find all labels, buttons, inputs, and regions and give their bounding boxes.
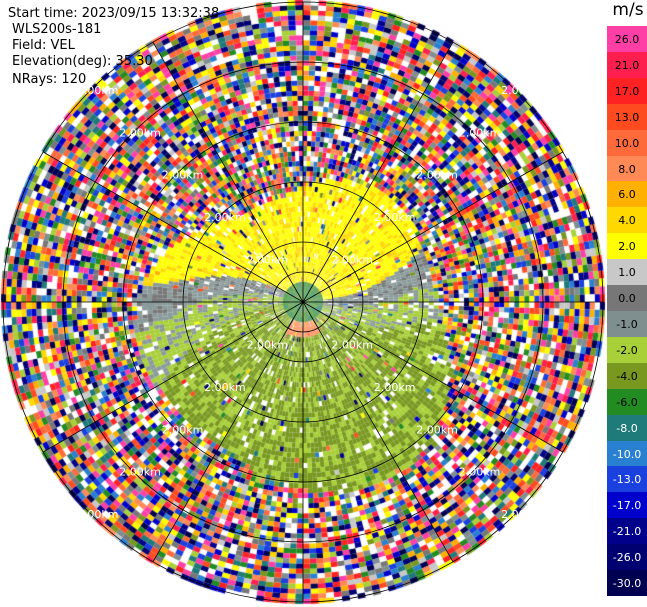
range-ring-label: 2.00km [204, 381, 246, 394]
colorbar-swatch [607, 233, 647, 260]
colorbar-tick-label: 2.0 [618, 240, 636, 254]
colorbar-tick-label: -26.0 [612, 551, 642, 565]
colorbar-swatch [607, 103, 647, 131]
colorbar-swatch [607, 26, 647, 53]
azimuth-spoke [42, 151, 304, 303]
colorbar-tick-label: -21.0 [612, 525, 642, 539]
range-ring-label: 2.00km [119, 466, 161, 479]
range-ring-label: 2.00km [501, 508, 543, 521]
colorbar-swatch [607, 440, 647, 467]
colorbar-tick-label: -8.0 [616, 421, 638, 435]
colorbar-tick-label: 21.0 [614, 58, 640, 72]
colorbar-swatch [607, 285, 647, 312]
colorbar-tick-label: 26.0 [614, 32, 640, 46]
range-ring-label: 2.00km [374, 211, 416, 224]
colorbar-tick-label: 17.0 [614, 84, 640, 98]
colorbar-tick-label: -2.0 [616, 343, 638, 357]
colorbar-swatch [607, 570, 647, 597]
colorbar-swatch [607, 181, 647, 208]
colorbar-tick-label: -17.0 [612, 499, 642, 513]
colorbar-swatch [607, 466, 647, 493]
colorbar-swatch [607, 51, 647, 79]
colorbar-swatch [607, 362, 647, 390]
range-ring-label: 2.00km [374, 381, 416, 394]
colorbar-swatch [607, 77, 647, 105]
colorbar-swatch [607, 155, 647, 182]
colorbar-tick-label: -10.0 [612, 447, 642, 461]
colorbar-tick-label: -30.0 [612, 577, 642, 591]
azimuth-spoke [302, 41, 454, 303]
colorbar-tick-label: 8.0 [618, 162, 636, 176]
colorbar-swatch [607, 336, 647, 364]
instrument-label: WLS200s-181 [12, 22, 102, 37]
colorbar-unit-label: m/s [612, 0, 644, 20]
azimuth-spoke [302, 301, 454, 563]
nrays-label: NRays: 120 [12, 72, 87, 87]
range-ring-label: 2.00km [416, 169, 458, 182]
colorbar-tick-label: -13.0 [612, 473, 642, 487]
colorbar-swatch [607, 544, 647, 571]
range-ring-label: 2.00km [162, 423, 204, 436]
colorbar-tick-label: 13.0 [614, 110, 640, 124]
velocity-colorbar: 26.0 21.0 17.0 13.0 10.0 8.0 6.0 4.0 2.0 1.0 0.0 -1… [607, 26, 647, 597]
azimuth-spoke [302, 151, 564, 303]
colorbar-swatch [607, 414, 647, 442]
range-ring-label: 2.00km [416, 423, 458, 436]
range-ring-label: 2.00km [331, 254, 373, 267]
range-ring-label: 2.00km [247, 254, 289, 267]
colorbar-swatch [607, 518, 647, 545]
range-ring-label: 2.00km [331, 338, 373, 351]
range-ring-label: 2.00km [459, 466, 501, 479]
elevation-label: Elevation(deg): 35.30 [12, 54, 153, 69]
colorbar-swatch [607, 129, 647, 157]
range-ring-label: 2.00km [77, 84, 119, 97]
colorbar-tick-label: -1.0 [616, 317, 638, 331]
colorbar-tick-label: -6.0 [616, 395, 638, 409]
colorbar-tick-label: 0.0 [618, 292, 636, 306]
start-time-label: Start time: 2023/09/15 13:32:38 [8, 6, 220, 21]
colorbar-tick-label: 10.0 [614, 136, 640, 150]
colorbar-swatch [607, 388, 647, 416]
colorbar-tick-label: 6.0 [618, 188, 636, 202]
azimuth-spoke [152, 301, 304, 563]
azimuth-spoke [152, 41, 304, 303]
colorbar-swatch [607, 259, 647, 286]
azimuth-spoke [42, 301, 304, 453]
colorbar-swatch [607, 207, 647, 234]
colorbar-tick-label: 1.0 [618, 266, 636, 280]
range-ring-label: 2.00km [459, 126, 501, 139]
range-ring-label: 2.00km [162, 169, 204, 182]
range-ring-label: 2.00km [119, 126, 161, 139]
colorbar-tick-label: 4.0 [618, 214, 636, 228]
azimuth-spoke [302, 301, 564, 453]
colorbar-tick-label: -4.0 [616, 369, 638, 383]
colorbar-swatch [607, 492, 647, 519]
field-label: Field: VEL [12, 38, 75, 53]
colorbar-swatch [607, 311, 647, 338]
range-ring-label: 2.00km [77, 508, 119, 521]
range-ring-label: 2.00km [204, 211, 246, 224]
range-ring-label: 2.00km [501, 84, 543, 97]
range-ring-label: 2.00km [247, 338, 289, 351]
